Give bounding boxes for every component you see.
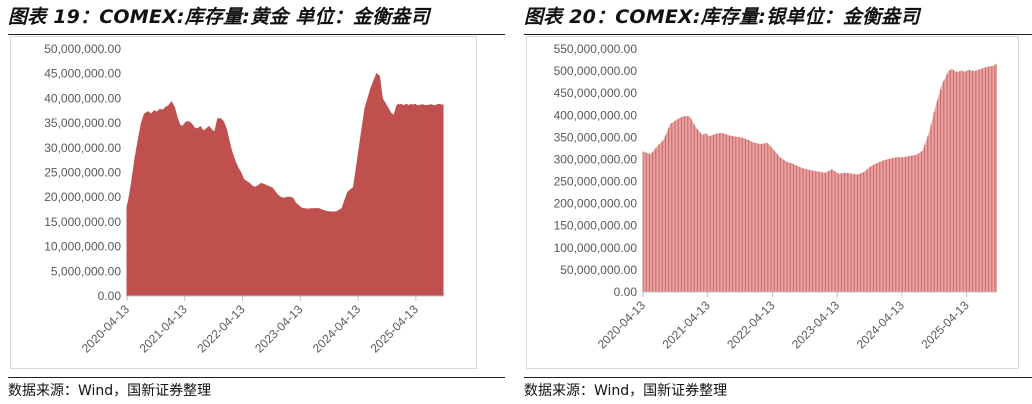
gold-bottom-rule bbox=[8, 377, 505, 378]
y-tick-label: 100,000,000.00 bbox=[554, 241, 638, 255]
silver-plot-area: 0.00 50,000,000.00 100,000,000.00 150,000,0… bbox=[526, 36, 1019, 369]
x-tick-label: 2022-04-13 bbox=[724, 298, 778, 352]
y-tick-label: 350,000,000.00 bbox=[554, 130, 638, 144]
y-tick-label: 50,000,000.00 bbox=[560, 263, 637, 277]
y-tick-label: 150,000,000.00 bbox=[554, 219, 638, 233]
x-tick-label: 2020-04-13 bbox=[79, 302, 133, 356]
y-tick-label: 40,000,000.00 bbox=[44, 91, 121, 105]
x-tick-label: 2024-04-13 bbox=[854, 298, 908, 352]
x-tick-label: 2025-04-13 bbox=[368, 302, 422, 356]
y-tick-label: 25,000,000.00 bbox=[44, 166, 121, 180]
x-tick-label: 2022-04-13 bbox=[194, 302, 248, 356]
silver-title-rule bbox=[524, 34, 1032, 35]
y-tick-label: 5,000,000.00 bbox=[51, 264, 121, 278]
x-tick-label: 2025-04-13 bbox=[918, 298, 972, 352]
y-tick-label: 550,000,000.00 bbox=[554, 42, 638, 56]
y-tick-label: 15,000,000.00 bbox=[44, 215, 121, 229]
silver-bottom-rule bbox=[524, 377, 1032, 378]
y-tick-label: 450,000,000.00 bbox=[554, 86, 638, 100]
y-tick-label: 0.00 bbox=[614, 285, 638, 299]
y-tick-label: 0.00 bbox=[98, 289, 122, 303]
gold-chart-title: 图表 19：COMEX:库存量:黄金 单位：金衡盎司 bbox=[8, 6, 430, 28]
gold-chart-svg: 0.00 5,000,000.00 10,000,000.00 15,000,000.… bbox=[44, 42, 444, 356]
y-tick-label: 50,000,000.00 bbox=[44, 42, 121, 56]
y-tick-label: 500,000,000.00 bbox=[554, 64, 638, 78]
silver-chart-panel: 图表 20：COMEX:库存量:银单位：金衡盎司 0.00 50,000,000.… bbox=[516, 0, 1032, 404]
y-tick-label: 300,000,000.00 bbox=[554, 152, 638, 166]
x-tick-label: 2023-04-13 bbox=[252, 302, 306, 356]
y-tick-label: 30,000,000.00 bbox=[44, 141, 121, 155]
x-tick-label: 2020-04-13 bbox=[595, 298, 649, 352]
gold-plot-area: 0.00 5,000,000.00 10,000,000.00 15,000,000.… bbox=[10, 36, 477, 369]
y-tick-label: 250,000,000.00 bbox=[554, 175, 638, 189]
x-tick-label: 2024-04-13 bbox=[310, 302, 364, 356]
gold-title-rule bbox=[8, 34, 505, 35]
x-tick-label: 2021-04-13 bbox=[137, 302, 191, 356]
y-tick-label: 10,000,000.00 bbox=[44, 240, 121, 254]
y-tick-label: 35,000,000.00 bbox=[44, 116, 121, 130]
silver-chart-svg: 0.00 50,000,000.00 100,000,000.00 150,000,0… bbox=[554, 42, 997, 352]
gold-data-source: 数据来源：Wind，国新证券整理 bbox=[8, 383, 212, 399]
silver-data-source: 数据来源：Wind，国新证券整理 bbox=[524, 383, 728, 399]
x-tick-label: 2023-04-13 bbox=[789, 298, 843, 352]
y-tick-label: 400,000,000.00 bbox=[554, 108, 638, 122]
gold-inventory-area bbox=[126, 72, 444, 297]
y-tick-label: 20,000,000.00 bbox=[44, 190, 121, 204]
gold-chart-panel: 图表 19：COMEX:库存量:黄金 单位：金衡盎司 0.00 5,000,000… bbox=[0, 0, 505, 404]
y-tick-label: 200,000,000.00 bbox=[554, 197, 638, 211]
x-tick-label: 2021-04-13 bbox=[660, 298, 714, 352]
y-tick-label: 45,000,000.00 bbox=[44, 67, 121, 81]
silver-chart-title: 图表 20：COMEX:库存量:银单位：金衡盎司 bbox=[524, 6, 920, 28]
